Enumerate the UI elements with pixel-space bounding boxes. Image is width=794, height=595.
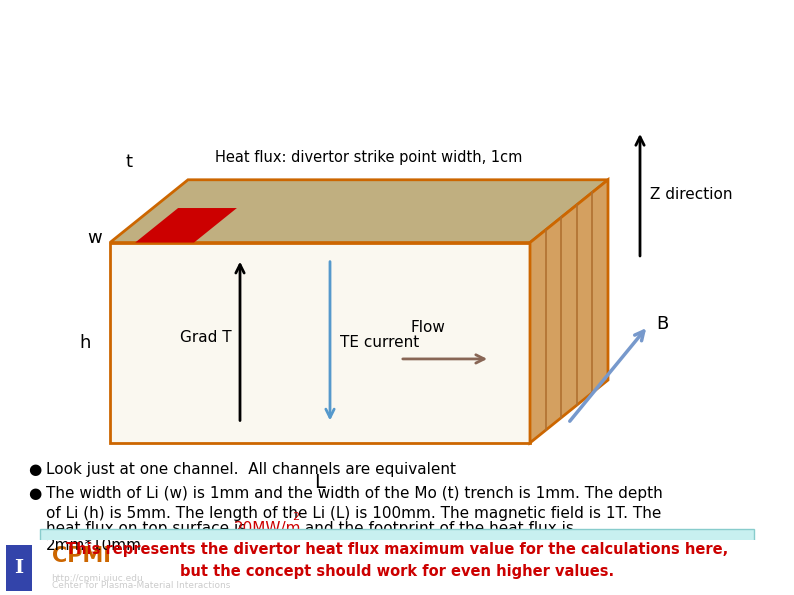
Text: Flow: Flow	[410, 320, 445, 335]
Text: August 3-6, 2010: August 3-6, 2010	[692, 577, 782, 586]
Text: 20MW/m: 20MW/m	[234, 521, 302, 536]
Text: TE current: TE current	[340, 335, 419, 350]
Text: Grad T: Grad T	[180, 330, 232, 345]
Polygon shape	[135, 208, 237, 243]
Text: Z direction: Z direction	[650, 187, 733, 202]
Polygon shape	[110, 243, 530, 443]
Bar	[6, 544, 32, 591]
Text: This represents the divertor heat flux maximum value for the calculations here,: This represents the divertor heat flux m…	[66, 541, 728, 557]
Text: ●: ●	[28, 462, 41, 477]
Text: CPMI: CPMI	[52, 546, 110, 566]
Text: 7: 7	[761, 11, 774, 30]
Polygon shape	[110, 180, 608, 243]
Text: Thermoelectric Driven Flow Calculation: Thermoelectric Driven Flow Calculation	[58, 16, 704, 45]
Text: I: I	[14, 559, 24, 577]
Text: but the concept should work for even higher values.: but the concept should work for even hig…	[180, 564, 614, 579]
Text: L: L	[314, 473, 326, 492]
Text: t: t	[126, 153, 133, 171]
Text: ●: ●	[28, 486, 41, 501]
Text: heat flux on top surface is: heat flux on top surface is	[46, 521, 251, 536]
Polygon shape	[530, 180, 608, 443]
Text: PFC/FNST UCLA: PFC/FNST UCLA	[701, 555, 782, 565]
Text: w: w	[87, 229, 102, 248]
Text: The width of Li (w) is 1mm and the width of the Mo (t) trench is 1mm. The depth
: The width of Li (w) is 1mm and the width…	[46, 486, 663, 521]
Text: h: h	[79, 334, 91, 352]
Text: Look just at one channel.  All channels are equivalent: Look just at one channel. All channels a…	[46, 462, 456, 477]
Text: 2mm*10mm.: 2mm*10mm.	[46, 538, 147, 553]
Text: http://cpmi.uiuc.edu: http://cpmi.uiuc.edu	[52, 574, 144, 583]
FancyBboxPatch shape	[40, 530, 754, 585]
Text: Center for Plasma-Material Interactions: Center for Plasma-Material Interactions	[52, 581, 230, 590]
Text: 2: 2	[292, 512, 299, 522]
Text: and the footprint of the heat flux is: and the footprint of the heat flux is	[300, 521, 574, 536]
Text: Heat flux: divertor strike point width, 1cm: Heat flux: divertor strike point width, …	[215, 149, 522, 165]
Text: B: B	[656, 315, 669, 333]
